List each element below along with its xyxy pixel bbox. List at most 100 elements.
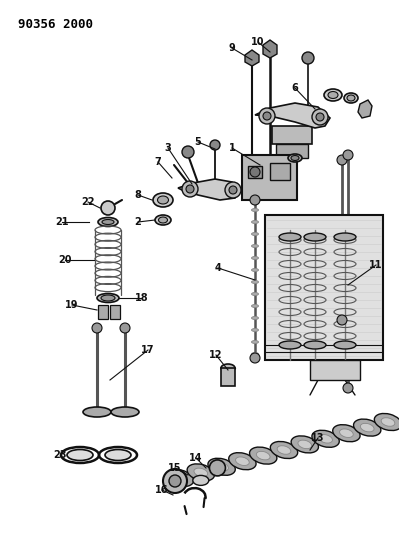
Circle shape	[210, 140, 220, 150]
Text: 19: 19	[65, 300, 79, 310]
Circle shape	[250, 195, 260, 205]
Ellipse shape	[187, 464, 215, 481]
Circle shape	[182, 181, 198, 197]
Ellipse shape	[251, 352, 259, 356]
Circle shape	[343, 150, 353, 160]
Ellipse shape	[340, 429, 353, 438]
Ellipse shape	[328, 92, 338, 99]
Bar	[265, 215, 383, 360]
Polygon shape	[178, 179, 240, 200]
Circle shape	[225, 182, 241, 198]
Ellipse shape	[251, 341, 259, 343]
Ellipse shape	[67, 449, 93, 461]
Ellipse shape	[105, 449, 131, 461]
Text: 18: 18	[135, 293, 149, 303]
Ellipse shape	[279, 233, 301, 241]
Polygon shape	[255, 103, 330, 128]
Text: 5: 5	[195, 137, 201, 147]
Bar	[248, 166, 262, 178]
Ellipse shape	[251, 328, 259, 332]
Text: 16: 16	[155, 485, 169, 495]
Bar	[310, 360, 360, 380]
Text: 3: 3	[165, 143, 172, 153]
Circle shape	[120, 323, 130, 333]
Ellipse shape	[354, 419, 381, 436]
Ellipse shape	[298, 440, 312, 449]
Ellipse shape	[251, 293, 259, 295]
Ellipse shape	[334, 233, 356, 241]
Ellipse shape	[251, 256, 259, 260]
Ellipse shape	[291, 436, 318, 453]
Ellipse shape	[270, 441, 298, 458]
Bar	[110, 305, 120, 319]
Ellipse shape	[251, 269, 259, 271]
Ellipse shape	[158, 196, 168, 204]
Ellipse shape	[193, 475, 209, 486]
Text: 10: 10	[251, 37, 265, 47]
Ellipse shape	[347, 95, 355, 101]
Ellipse shape	[98, 217, 118, 227]
Text: 20: 20	[58, 255, 72, 265]
Circle shape	[316, 113, 324, 121]
Polygon shape	[358, 100, 372, 118]
Circle shape	[92, 323, 102, 333]
Ellipse shape	[153, 193, 173, 207]
Ellipse shape	[166, 470, 194, 487]
Bar	[276, 144, 308, 158]
Ellipse shape	[235, 457, 249, 465]
Ellipse shape	[158, 217, 168, 223]
Text: 1: 1	[229, 143, 235, 153]
Text: 17: 17	[141, 345, 155, 355]
Circle shape	[337, 155, 347, 165]
Circle shape	[259, 108, 275, 124]
Ellipse shape	[101, 295, 115, 301]
Ellipse shape	[215, 463, 229, 471]
Bar	[272, 126, 312, 144]
Circle shape	[263, 112, 271, 120]
Circle shape	[169, 475, 181, 487]
Text: 6: 6	[292, 83, 298, 93]
Ellipse shape	[251, 304, 259, 308]
Ellipse shape	[251, 317, 259, 319]
Circle shape	[343, 383, 353, 393]
Bar	[98, 305, 108, 319]
Ellipse shape	[229, 453, 256, 470]
Circle shape	[250, 353, 260, 363]
Circle shape	[250, 167, 260, 177]
Ellipse shape	[249, 447, 277, 464]
Text: 13: 13	[311, 433, 325, 443]
Ellipse shape	[111, 407, 139, 417]
Ellipse shape	[304, 341, 326, 349]
Ellipse shape	[251, 280, 259, 284]
Text: 23: 23	[53, 450, 67, 460]
Circle shape	[101, 201, 115, 215]
Ellipse shape	[251, 221, 259, 223]
Circle shape	[312, 109, 328, 125]
Circle shape	[209, 460, 225, 476]
Circle shape	[337, 315, 347, 325]
Text: 4: 4	[215, 263, 221, 273]
Ellipse shape	[251, 208, 259, 212]
Text: 15: 15	[168, 463, 182, 473]
Circle shape	[302, 52, 314, 64]
Circle shape	[182, 146, 194, 158]
Text: 21: 21	[55, 217, 69, 227]
Circle shape	[163, 469, 187, 493]
Ellipse shape	[319, 434, 332, 443]
Ellipse shape	[102, 220, 114, 224]
Text: 12: 12	[209, 350, 223, 360]
Text: 22: 22	[81, 197, 95, 207]
Polygon shape	[263, 40, 277, 58]
Ellipse shape	[257, 451, 270, 460]
Ellipse shape	[288, 154, 302, 162]
Ellipse shape	[173, 474, 187, 482]
Text: 9: 9	[229, 43, 235, 53]
Ellipse shape	[251, 245, 259, 247]
Ellipse shape	[304, 233, 326, 241]
Ellipse shape	[251, 232, 259, 236]
Bar	[270, 163, 290, 180]
Ellipse shape	[155, 215, 171, 225]
Ellipse shape	[381, 418, 395, 426]
Ellipse shape	[291, 156, 299, 160]
Text: 11: 11	[369, 260, 383, 270]
